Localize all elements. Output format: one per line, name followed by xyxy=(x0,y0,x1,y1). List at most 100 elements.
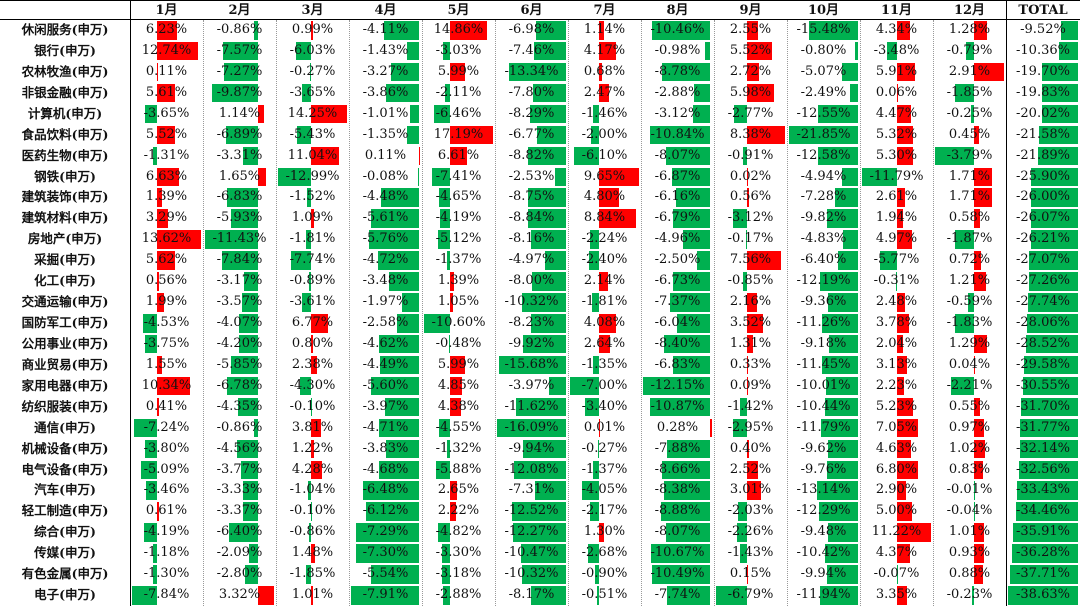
negative-bar xyxy=(378,418,420,438)
data-cell: 0.33% xyxy=(714,355,787,376)
cell-value: -2.68% xyxy=(581,545,628,561)
data-cell: -0.27% xyxy=(568,439,641,460)
data-cell: -7.29% xyxy=(349,522,422,543)
negative-bar xyxy=(366,502,420,521)
positive-bar xyxy=(974,334,988,354)
data-cell: 5.52% xyxy=(130,125,203,146)
negative-bar xyxy=(829,334,858,354)
data-cell: 4.47% xyxy=(860,104,933,125)
data-cell: 7.05% xyxy=(860,418,933,439)
data-cell: 6.23% xyxy=(130,20,203,41)
data-cell: -3.57% xyxy=(203,292,276,313)
data-cell: 5.91% xyxy=(860,62,933,83)
data-cell: -11.45% xyxy=(787,355,860,376)
data-cell: 5.30% xyxy=(860,146,933,167)
negative-bar xyxy=(310,397,312,417)
data-cell: -2.03% xyxy=(714,501,787,522)
data-cell: -3.12% xyxy=(714,208,787,229)
negative-bar xyxy=(370,376,420,396)
negative-bar xyxy=(590,502,599,521)
data-cell: 0.06% xyxy=(860,83,933,104)
data-cell: -8.38% xyxy=(641,480,714,501)
cell-value: -9.94% xyxy=(508,440,555,456)
data-cell: 0.41% xyxy=(130,397,203,418)
cell-value: -7.30% xyxy=(362,545,409,561)
cell-value: 1.99% xyxy=(145,294,188,310)
cell-value: -3.30% xyxy=(435,545,482,561)
negative-bar xyxy=(693,104,711,124)
data-cell: -21.85% xyxy=(787,125,860,146)
data-cell: 0.88% xyxy=(933,564,1006,585)
positive-bar xyxy=(157,230,201,249)
data-cell: -2.49% xyxy=(787,83,860,104)
cell-value: 3.52% xyxy=(729,315,772,330)
cell-value: -7.00% xyxy=(581,377,628,393)
positive-bar xyxy=(746,481,761,500)
negative-bar xyxy=(967,293,975,312)
data-cell: 3.52% xyxy=(714,313,787,334)
negative-bar xyxy=(531,230,566,249)
column-header: 6月 xyxy=(520,3,543,18)
cell-value: -1.97% xyxy=(362,294,409,310)
negative-bar xyxy=(530,104,566,124)
data-cell: -0.98% xyxy=(641,41,714,62)
positive-bar xyxy=(974,523,985,542)
negative-bar xyxy=(528,209,566,228)
cell-value: -9.87% xyxy=(216,84,263,100)
negative-bar xyxy=(880,251,898,270)
cell-value: -19.70% xyxy=(1016,63,1070,79)
column-separator xyxy=(933,20,934,606)
negative-bar xyxy=(591,293,599,312)
data-cell: -3.12% xyxy=(641,104,714,125)
total-bar xyxy=(1009,565,1078,584)
cell-value: -8.88% xyxy=(654,503,701,519)
cell-value: -27.26% xyxy=(1016,273,1070,289)
cell-value: -29.58% xyxy=(1016,356,1070,372)
cell-value: 2.90% xyxy=(875,482,918,498)
cell-value: -3.31% xyxy=(216,147,263,163)
positive-bar xyxy=(450,397,462,417)
total-bar xyxy=(1042,83,1078,103)
cell-value: -8.66% xyxy=(654,461,701,477)
positive-bar xyxy=(746,62,760,82)
data-cell: -1.46% xyxy=(568,104,641,125)
negative-bar xyxy=(573,146,599,166)
data-cell: 1.39% xyxy=(130,187,203,208)
data-cell: -1.37% xyxy=(422,250,495,271)
negative-bar xyxy=(536,21,566,40)
negative-bar xyxy=(242,502,259,521)
cell-value: -5.93% xyxy=(216,210,263,226)
cell-value: -0.91% xyxy=(727,147,774,163)
data-cell: -9.76% xyxy=(787,460,860,481)
positive-bar xyxy=(746,565,748,584)
negative-bar xyxy=(449,334,451,354)
table-row: 有色金属(申万) -1.30% -2.80% -1.85% -5.54% -3.18% -1… xyxy=(0,564,1080,585)
data-cell: -1.52% xyxy=(276,187,349,208)
cell-value: -4.53% xyxy=(143,315,190,330)
data-cell: -6.04% xyxy=(641,313,714,334)
cell-value: -8.38% xyxy=(654,482,701,498)
negative-bar xyxy=(651,544,711,563)
negative-bar xyxy=(821,355,858,375)
data-cell: -1.87% xyxy=(933,229,1006,250)
cell-value: 0.28% xyxy=(656,419,699,435)
data-cell: -12.15% xyxy=(641,376,714,397)
cell-value: -1.30% xyxy=(143,566,190,582)
data-cell: 0.93% xyxy=(933,543,1006,564)
negative-bar xyxy=(228,523,259,542)
cell-value: -9.52% xyxy=(1020,22,1066,37)
negative-bar xyxy=(513,523,566,542)
cell-value: -1.37% xyxy=(581,461,628,477)
row-label: 农林牧渔(申万) xyxy=(21,63,109,79)
positive-bar xyxy=(157,62,158,82)
cell-value: -5.76% xyxy=(362,231,409,247)
column-header: 12月 xyxy=(953,3,986,18)
positive-bar xyxy=(974,397,980,417)
cell-value: -7.27% xyxy=(216,63,263,79)
negative-bar xyxy=(528,146,566,166)
cell-value: -2.88% xyxy=(435,587,482,603)
cell-value: 3.29% xyxy=(145,210,188,226)
negative-bar xyxy=(439,209,451,228)
cell-value: -1.46% xyxy=(581,105,628,121)
total-divider xyxy=(1006,0,1007,606)
